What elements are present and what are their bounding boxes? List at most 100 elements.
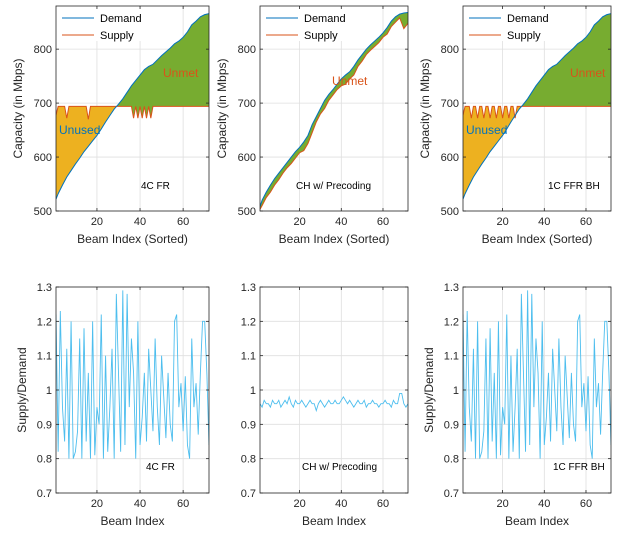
y-tick-label: 1: [250, 385, 256, 397]
x-axis-label: Beam Index (Sorted): [279, 232, 390, 246]
y-tick-label: 1.1: [444, 351, 459, 363]
y-tick-label: 0.8: [444, 454, 459, 466]
annotation-label: CH w/ Precoding: [302, 462, 377, 473]
y-tick-label: 1.3: [37, 282, 52, 294]
legend-supply-label: Supply: [507, 30, 541, 42]
y-tick-label: 500: [441, 206, 459, 218]
y-tick-label: 1.1: [241, 351, 256, 363]
chart-panel-5: CH w/ Precoding 20 40 60 0.7 0.8 0.9 1 1.1 1.2 1.3…: [241, 282, 409, 528]
unmet-label: Unmet: [570, 66, 606, 80]
plot-content: [260, 11, 408, 210]
x-tick-label: 40: [538, 216, 550, 228]
supply-line: [463, 105, 611, 119]
y-tick-label: 700: [34, 98, 52, 110]
chart-panel-4: 4C FR 20 40 60 0.7 0.8 0.9 1 1.1 1.2 1.3 Beam Index…: [15, 282, 210, 528]
x-tick-label: 60: [177, 498, 189, 510]
y-axis-label: Capacity (in Mbps): [11, 58, 25, 158]
unmet-label: Unmet: [163, 66, 199, 80]
x-tick-label: 40: [335, 498, 347, 510]
legend-supply-label: Supply: [100, 30, 134, 42]
chart-panel-3: Unmet Unused Demand Supply 1C FFR BH 20 40 60 50…: [418, 5, 612, 246]
y-tick-label: 0.7: [241, 488, 256, 500]
annotation-label: CH w/ Precoding: [296, 181, 371, 192]
x-axis-label: Beam Index (Sorted): [482, 232, 593, 246]
x-tick-label: 60: [377, 216, 389, 228]
x-tick-label: 40: [134, 216, 146, 228]
y-tick-label: 700: [441, 98, 459, 110]
y-tick-label: 1.1: [37, 351, 52, 363]
y-axis-label: Capacity (in Mbps): [418, 58, 432, 158]
legend: Demand Supply: [57, 7, 152, 42]
chart-panel-6: 1C FFR BH 20 40 60 0.7 0.8 0.9 1 1.1 1.2 1.3 Beam I…: [422, 282, 612, 528]
plot-content: [463, 290, 611, 459]
legend-supply-label: Supply: [304, 30, 338, 42]
legend: Demand Supply: [464, 7, 559, 42]
unused-area: [56, 106, 209, 200]
demand-line: [56, 13, 209, 200]
y-tick-label: 0.7: [37, 488, 52, 500]
unused-label: Unused: [466, 123, 507, 137]
unmet-area: [56, 13, 209, 120]
y-tick-label: 0.9: [241, 419, 256, 431]
y-tick-label: 600: [34, 152, 52, 164]
x-tick-label: 20: [293, 498, 305, 510]
x-tick-label: 60: [580, 498, 592, 510]
y-tick-label: 600: [238, 152, 256, 164]
plot-content: [463, 13, 611, 200]
y-tick-label: 0.9: [37, 419, 52, 431]
ratio-line: [463, 290, 611, 459]
annotation-label: 1C FFR BH: [548, 181, 600, 192]
x-axis-label: Beam Index: [100, 514, 164, 528]
y-tick-label: 1: [453, 385, 459, 397]
demand-line: [260, 11, 408, 207]
y-tick-label: 800: [441, 44, 459, 56]
y-tick-label: 0.7: [444, 488, 459, 500]
y-tick-label: 1.2: [37, 316, 52, 328]
legend-demand-label: Demand: [100, 13, 142, 25]
y-tick-label: 0.9: [444, 419, 459, 431]
unused-area: [463, 106, 611, 200]
y-tick-label: 1.3: [444, 282, 459, 294]
axes-frame: [462, 5, 612, 212]
x-tick-label: 60: [580, 216, 592, 228]
x-axis-label: Beam Index (Sorted): [77, 232, 188, 246]
chart-panel-1: Unmet Unused Demand Supply 4C FR 20 40 60 500 600…: [11, 5, 210, 246]
y-tick-label: 0.8: [241, 454, 256, 466]
y-tick-label: 700: [238, 98, 256, 110]
axes-frame: [55, 5, 210, 212]
x-axis-label: Beam Index: [302, 514, 366, 528]
supply-line: [56, 105, 209, 120]
chart-panel-2: Unmet Demand Supply CH w/ Precoding 20 40 60 50…: [215, 5, 409, 246]
ratio-line: [260, 392, 408, 413]
y-tick-label: 800: [238, 44, 256, 56]
y-tick-label: 1.2: [444, 316, 459, 328]
x-tick-label: 20: [293, 216, 305, 228]
y-tick-label: 1.3: [241, 282, 256, 294]
plot-content: [260, 392, 408, 413]
unused-label: Unused: [59, 123, 100, 137]
x-tick-label: 20: [91, 216, 103, 228]
y-axis-label: Capacity (in Mbps): [215, 58, 229, 158]
unmet-label: Unmet: [332, 74, 368, 88]
y-tick-label: 0.8: [37, 454, 52, 466]
annotation-label: 4C FR: [146, 462, 175, 473]
x-tick-label: 40: [538, 498, 550, 510]
y-tick-label: 800: [34, 44, 52, 56]
x-tick-label: 60: [377, 498, 389, 510]
x-tick-label: 60: [177, 216, 189, 228]
x-tick-label: 40: [134, 498, 146, 510]
demand-line: [463, 13, 611, 200]
x-tick-label: 20: [91, 498, 103, 510]
y-tick-label: 1.2: [241, 316, 256, 328]
y-axis-label: Supply/Demand: [15, 347, 29, 432]
y-tick-label: 500: [238, 206, 256, 218]
ratio-line: [56, 290, 209, 459]
x-tick-label: 20: [496, 216, 508, 228]
axes-frame: [259, 5, 409, 212]
y-tick-label: 600: [441, 152, 459, 164]
y-tick-label: 500: [34, 206, 52, 218]
annotation-label: 4C FR: [141, 181, 170, 192]
plot-content: [56, 13, 209, 200]
y-axis-label: Supply/Demand: [422, 347, 436, 432]
